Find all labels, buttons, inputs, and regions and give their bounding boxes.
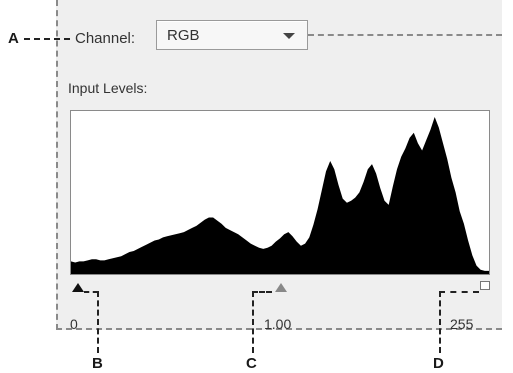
callout-d-line-h xyxy=(439,291,479,293)
histogram-shape xyxy=(71,117,489,274)
white-point-value: 255 xyxy=(450,316,474,332)
callout-d: D xyxy=(433,355,444,372)
input-levels-slider[interactable] xyxy=(72,281,490,297)
callout-b-line-v xyxy=(97,291,99,353)
callout-c-line-v xyxy=(252,291,254,353)
callout-a-line xyxy=(24,38,70,40)
callout-c-line-h xyxy=(252,291,272,293)
histogram xyxy=(70,110,490,275)
channel-select-value: RGB xyxy=(167,27,200,44)
callout-d-line-v xyxy=(439,291,441,353)
black-point-slider-thumb[interactable] xyxy=(72,283,84,292)
white-point-slider-thumb[interactable] xyxy=(480,281,490,290)
channel-select[interactable]: RGB xyxy=(156,20,308,50)
callout-b: B xyxy=(92,355,103,372)
panel-border-top xyxy=(308,34,502,36)
callout-c: C xyxy=(246,355,257,372)
channel-label: Channel: xyxy=(75,30,136,47)
black-point-value: 0 xyxy=(70,316,78,332)
input-levels-label: Input Levels: xyxy=(68,80,148,96)
midtone-value: 1.00 xyxy=(264,316,292,332)
midtone-slider-thumb[interactable] xyxy=(275,283,287,292)
histogram-graph xyxy=(71,117,489,274)
callout-b-line-h xyxy=(84,291,98,293)
chevron-down-icon xyxy=(283,33,295,39)
callout-a: A xyxy=(8,30,19,47)
